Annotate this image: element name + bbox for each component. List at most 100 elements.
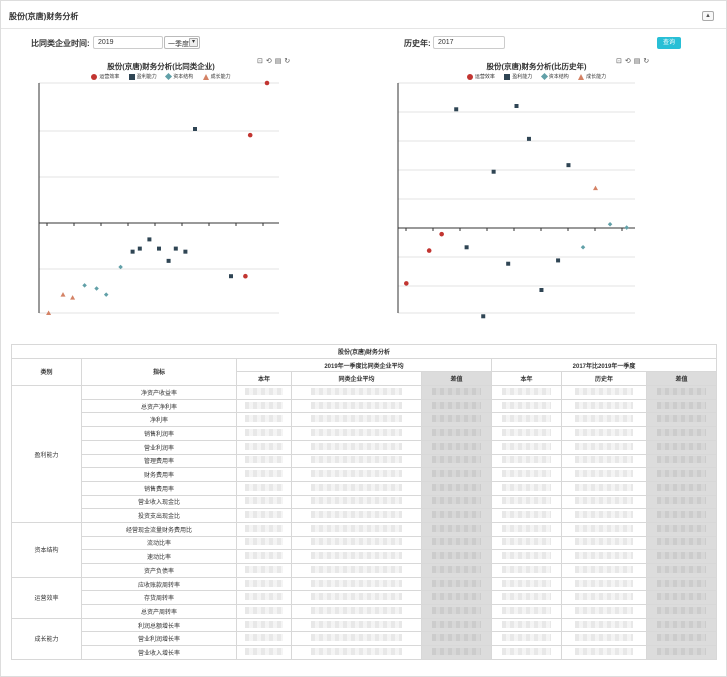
chevron-down-icon: ▾ xyxy=(189,38,198,47)
redacted-value xyxy=(245,579,283,587)
data-point xyxy=(147,237,152,242)
undo-icon[interactable]: ⟲ xyxy=(265,58,275,65)
redacted-value-cell xyxy=(646,604,717,619)
redacted-value-cell xyxy=(291,563,422,578)
redacted-value xyxy=(311,524,402,532)
redacted-value-cell xyxy=(291,521,422,537)
redacted-value-cell xyxy=(491,385,562,400)
redacted-value-cell xyxy=(421,412,492,428)
table-row: 销售费用率 xyxy=(12,480,717,496)
chevron-up-icon[interactable]: ▲ xyxy=(702,11,714,21)
redacted-value xyxy=(574,620,634,628)
legend-item[interactable]: 成长能力 xyxy=(202,73,231,80)
refresh-icon[interactable]: ↻ xyxy=(643,58,653,65)
redacted-value xyxy=(657,606,706,614)
redacted-value-cell xyxy=(421,453,492,469)
redacted-value xyxy=(502,470,551,478)
redacted-value xyxy=(502,524,551,532)
peer-chart-legend: 运营效率 盈利能力 资本结构 成长能力 xyxy=(0,73,331,81)
redacted-value-cell xyxy=(421,563,492,578)
redacted-value-cell xyxy=(491,398,562,414)
indicator-cell: 营业收入增长率 xyxy=(81,645,237,660)
redacted-value-cell xyxy=(421,617,492,633)
redacted-value xyxy=(574,470,634,478)
redacted-value-cell xyxy=(491,576,562,592)
legend-item[interactable]: 资本结构 xyxy=(165,73,193,81)
redacted-value xyxy=(245,442,283,450)
redacted-value xyxy=(245,401,283,409)
legend-item[interactable]: 成长能力 xyxy=(578,73,606,80)
redacted-value xyxy=(311,456,402,464)
data-point xyxy=(193,127,197,131)
redacted-value-cell xyxy=(561,398,647,414)
redacted-value-cell xyxy=(236,604,292,619)
redacted-value xyxy=(657,428,706,436)
redacted-value xyxy=(502,538,551,546)
table-row: 运营效率 应收账款周转率 xyxy=(11,576,717,619)
redacted-value xyxy=(432,387,481,395)
redacted-value xyxy=(502,401,551,409)
redacted-value-cell xyxy=(236,467,292,482)
redacted-value xyxy=(311,634,402,642)
redacted-value xyxy=(245,415,283,423)
indicator-cell: 速动比率 xyxy=(81,549,237,564)
data-point xyxy=(130,249,135,254)
redacted-value xyxy=(432,647,481,655)
redacted-value-cell xyxy=(236,439,292,455)
redacted-value xyxy=(245,565,283,573)
redacted-value-cell xyxy=(421,631,492,647)
redacted-value xyxy=(245,647,283,655)
redacted-value-cell xyxy=(646,576,717,592)
undo-icon[interactable]: ⟲ xyxy=(624,58,634,65)
redacted-value xyxy=(502,552,551,560)
redacted-value-cell xyxy=(491,563,562,578)
redacted-value-cell xyxy=(491,535,562,551)
redacted-value xyxy=(245,620,283,628)
peer-chart-plot xyxy=(38,80,279,315)
legend-item[interactable]: 盈利能力 xyxy=(128,73,157,80)
redacted-value-cell xyxy=(291,508,422,523)
redacted-value-cell xyxy=(646,645,717,660)
quarter-select[interactable]: 一季度 ▾ xyxy=(164,36,200,49)
redacted-value xyxy=(657,538,706,546)
legend-item[interactable]: 运营效率 xyxy=(466,73,495,80)
redacted-value xyxy=(311,538,402,546)
redacted-value xyxy=(311,428,402,436)
redacted-value-cell xyxy=(291,398,422,414)
redacted-value-cell xyxy=(561,617,647,633)
history-year-input[interactable]: 2017 xyxy=(433,36,505,49)
crop-icon[interactable]: ⊡ xyxy=(257,58,266,65)
legend-item[interactable]: 资本结构 xyxy=(540,73,569,81)
indicator-cell: 净利率 xyxy=(81,412,237,428)
redacted-value xyxy=(657,415,706,423)
data-point xyxy=(229,274,233,279)
redacted-value xyxy=(245,606,283,614)
redacted-value-cell xyxy=(236,521,292,537)
redacted-value xyxy=(432,538,481,546)
peer-year-input[interactable]: 2019 xyxy=(93,36,163,49)
history-chart-title: 股份(京唐)财务分析(比历史年) xyxy=(486,62,587,71)
query-button[interactable]: 查询 xyxy=(657,37,681,49)
indicator-cell: 营业利润率 xyxy=(81,439,237,455)
redacted-value-cell xyxy=(236,508,292,523)
refresh-icon[interactable]: ↻ xyxy=(284,58,294,65)
redacted-value-cell xyxy=(646,631,717,647)
redacted-value-cell xyxy=(421,494,492,510)
peer-time-label: 比同类企业时间: xyxy=(31,39,90,48)
data-view-icon[interactable]: ▤ xyxy=(274,58,285,65)
redacted-value xyxy=(574,593,634,601)
legend-item[interactable]: 盈利能力 xyxy=(504,73,532,80)
crop-icon[interactable]: ⊡ xyxy=(616,58,625,65)
category-cell: 资本结构 xyxy=(11,521,82,578)
redacted-value xyxy=(432,634,481,642)
redacted-value xyxy=(245,538,283,546)
redacted-value-cell xyxy=(561,563,647,578)
legend-item[interactable]: 运营效率 xyxy=(91,73,119,80)
data-point xyxy=(166,258,171,263)
redacted-value-cell xyxy=(291,480,422,496)
redacted-value-cell xyxy=(491,521,562,537)
data-view-icon[interactable]: ▤ xyxy=(633,58,644,65)
table-row: 营业利润率 xyxy=(12,439,717,455)
col-header: 本年 xyxy=(491,371,562,387)
